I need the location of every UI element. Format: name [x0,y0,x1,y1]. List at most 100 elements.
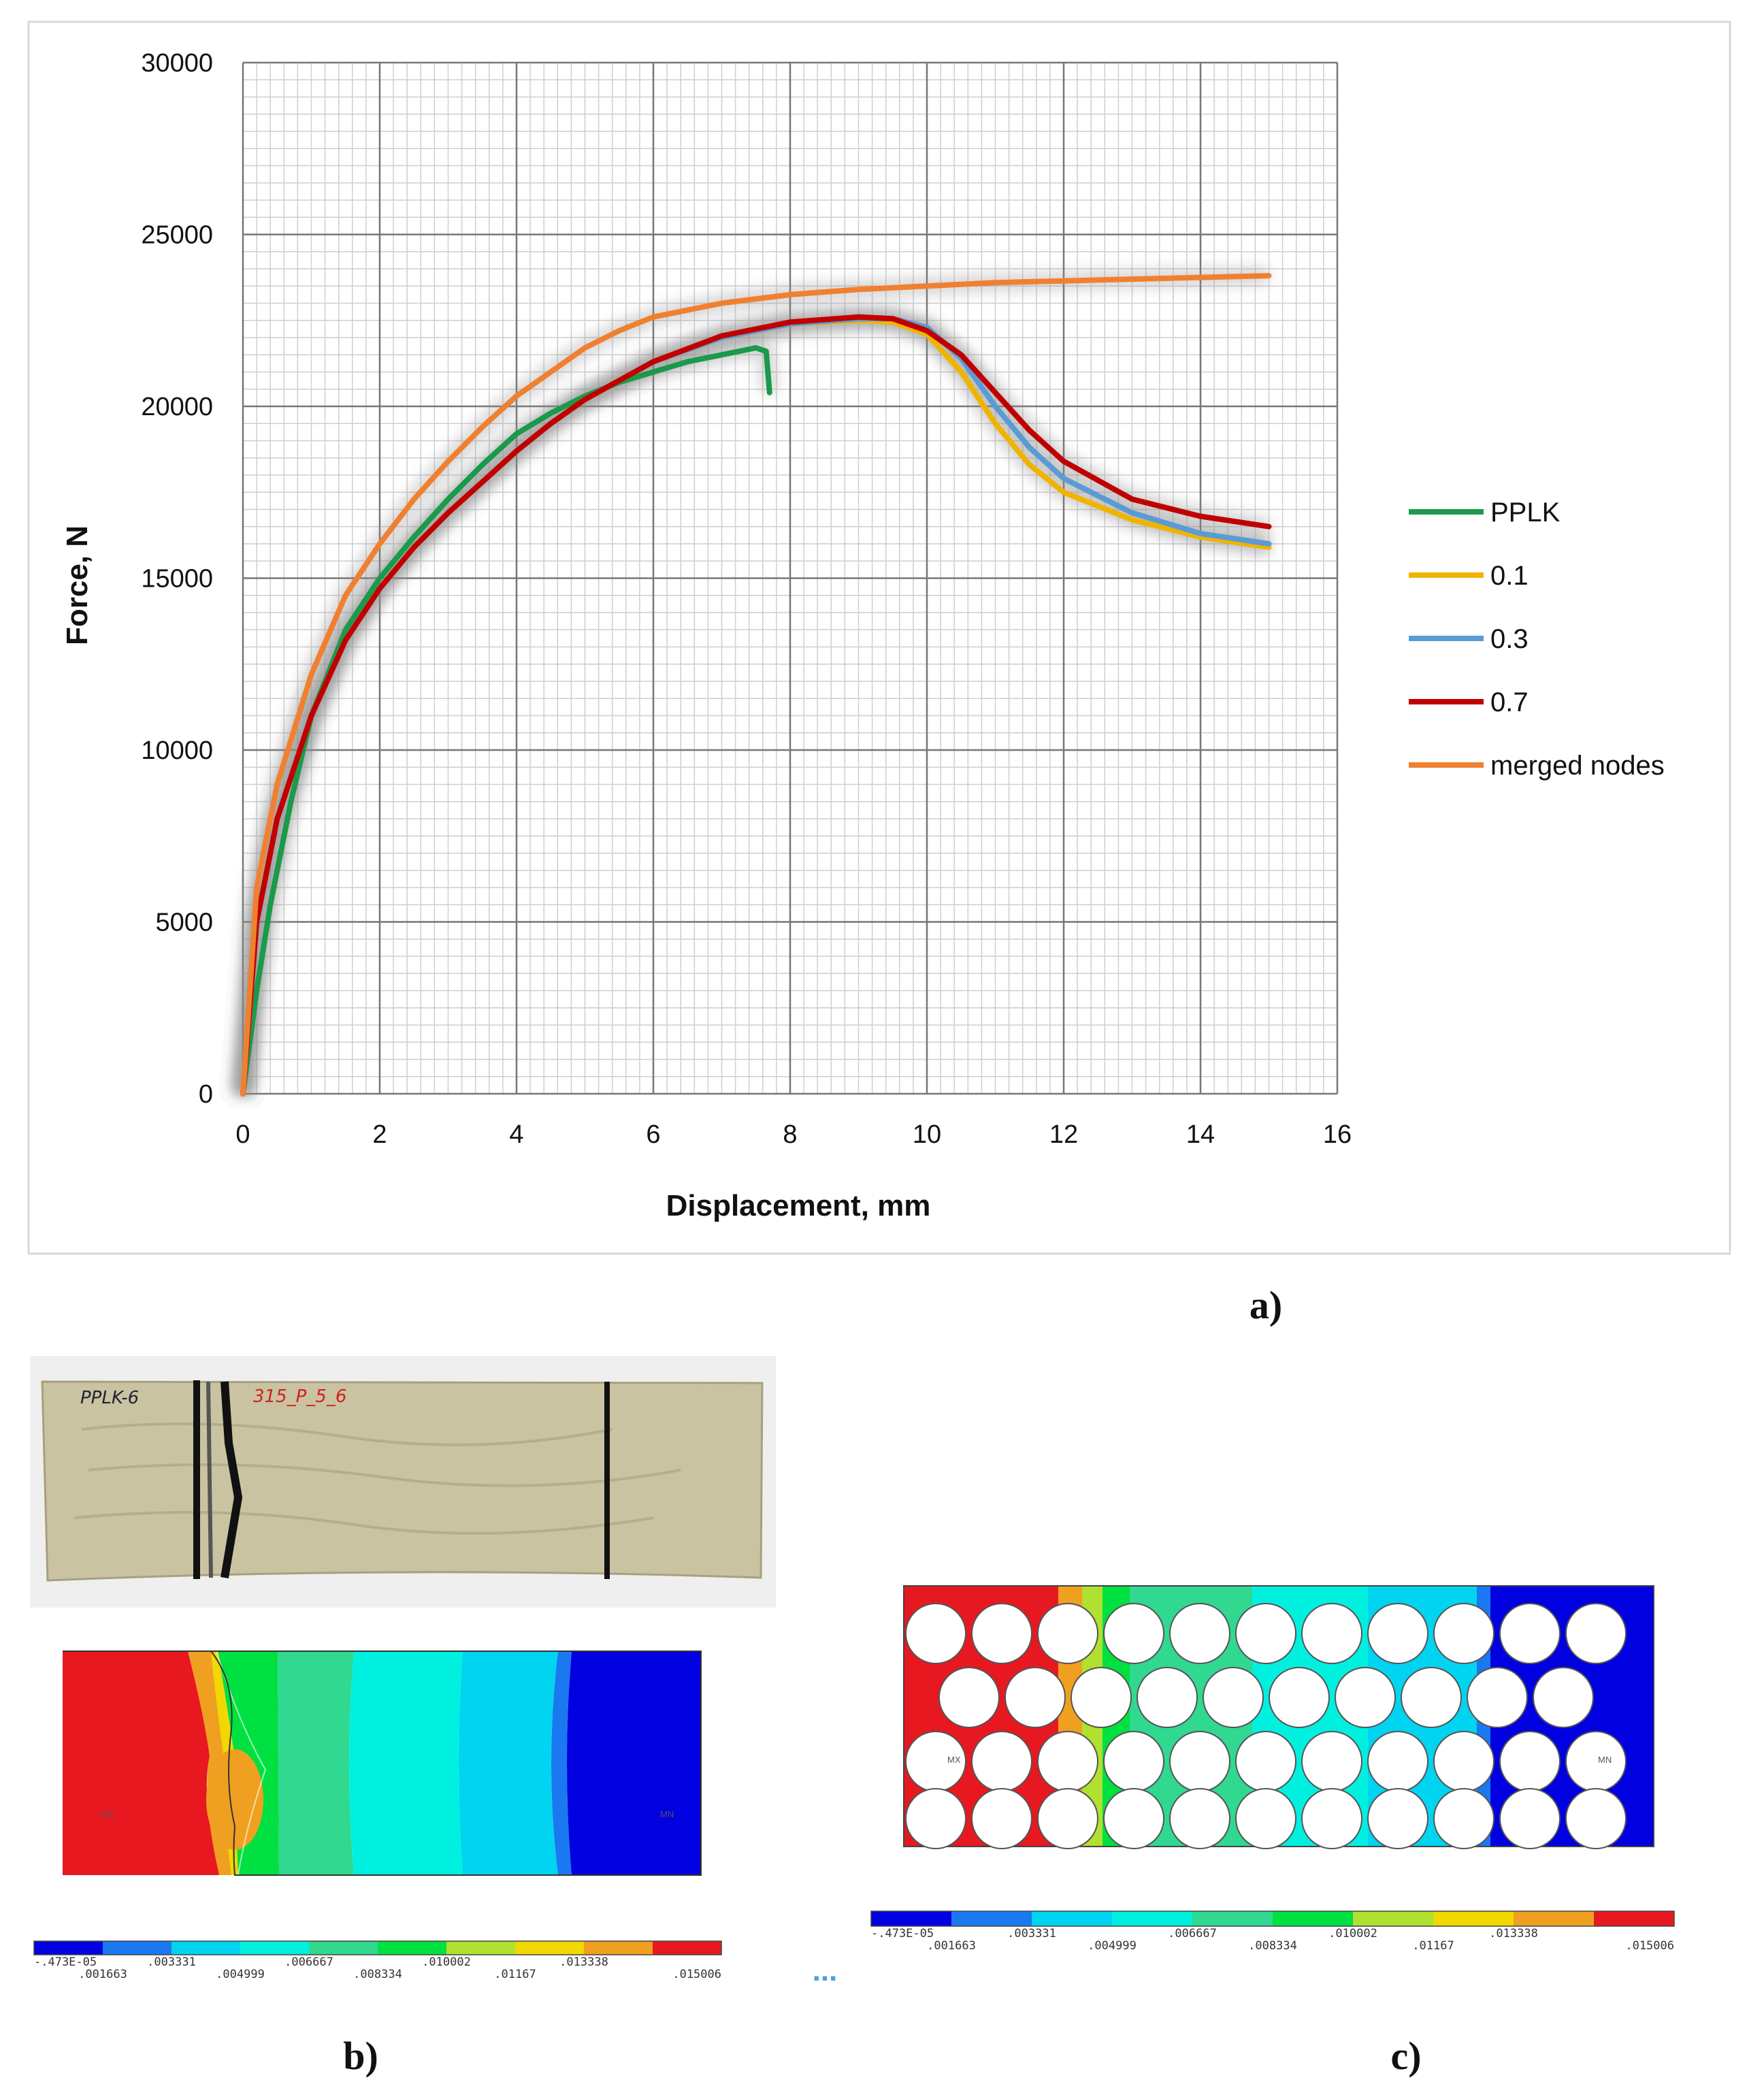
x-tick-label: 8 [783,1120,797,1149]
y-tick-label: 25000 [141,221,213,250]
colorbar-label: .015006 [672,1968,721,1981]
colorbar-swatch [103,1941,172,1955]
y-tick-label: 0 [199,1080,213,1109]
contour-plot-b: MX MN [63,1651,702,1876]
colorbar-swatch [584,1941,653,1955]
colorbar-c: -.473E-05 .003331 .006667 .010002 .013338 .00… [870,1911,1675,1953]
plate-hole [1103,1603,1164,1664]
colorbar-swatch [34,1941,103,1955]
colorbar-swatch [1353,1911,1434,1926]
colorbar-swatch [309,1941,378,1955]
colorbar-swatch [871,1911,952,1926]
colorbar-swatch [1514,1911,1595,1926]
colorbar-label: .008334 [353,1968,402,1981]
plate-hole [1301,1603,1362,1664]
x-tick-label: 6 [646,1120,660,1149]
colorbar-label: .015006 [1625,1939,1674,1953]
plate-hole [1367,1603,1428,1664]
plate-hole [1169,1731,1230,1792]
mn-label-b: MN [660,1809,674,1819]
plate-hole [1169,1788,1230,1849]
colorbar-swatch [240,1941,310,1955]
plate-hole [1103,1731,1164,1792]
contour-band [278,1651,354,1875]
legend-label-0-1: 0.1 [1490,561,1529,591]
plate-hole [938,1667,1000,1728]
plate-outline [903,1585,1654,1847]
mx-label-b: MX [101,1809,114,1819]
plate-hole [1467,1667,1528,1728]
panel-label-a: a) [1250,1283,1282,1327]
x-tick-label: 14 [1186,1120,1215,1149]
plate-hole [1499,1731,1561,1792]
colorbar-swatch [515,1941,585,1955]
colorbar-label: .003331 [147,1955,196,1969]
ellipsis-dots: ... [813,1954,838,1987]
plate-hole [1103,1788,1164,1849]
colorbar-label: .010002 [1328,1927,1377,1940]
specimen-photo: PPLK-6 315_P_5_6 [30,1356,776,1608]
colorbar-border [870,1911,1675,1927]
series-line-merged-nodes [240,273,1272,1096]
colorbar-label: -.473E-05 [871,1927,934,1940]
plate-hole [1235,1603,1296,1664]
colorbar-swatch [951,1911,1032,1926]
plate-hole [905,1788,966,1849]
x-axis-title: Displacement, mm [666,1189,931,1222]
y-tick-label: 20000 [141,393,213,421]
plate-hole [1533,1667,1594,1728]
colorbar-label: .01167 [1412,1939,1454,1953]
plate-hole [1367,1788,1428,1849]
colorbar-label: .006667 [1168,1927,1217,1940]
plate-hole [1401,1667,1462,1728]
x-tick-label: 2 [372,1120,387,1149]
contour-plot-c [903,1585,1654,1849]
colorbar-swatch [446,1941,516,1955]
y-tick-label: 30000 [141,49,213,78]
contour-band [459,1651,558,1875]
colorbar-label: .013338 [1489,1927,1538,1940]
plate-hole [1499,1788,1561,1849]
plate-hole [1433,1788,1494,1849]
legend-label-0-7: 0.7 [1490,687,1529,717]
y-tick-label: 15000 [141,565,213,594]
series-line-0-7 [240,314,1272,1096]
plate-hole [1235,1731,1296,1792]
photo-label-red: 315_P_5_6 [253,1386,346,1407]
colorbar-swatch [378,1941,447,1955]
y-tick-label: 10000 [141,736,213,765]
panel-label-b: b) [343,2034,378,2078]
plate-hole [1203,1667,1264,1728]
plate-hole [1037,1603,1098,1664]
force-displacement-chart: 0 5000 10000 15000 20000 25000 30000 0 2 4 6 8 10 12… [61,49,1665,1222]
plate-hole [1301,1731,1362,1792]
plate-hole [1235,1788,1296,1849]
plate-hole [971,1731,1032,1792]
plate-hole [971,1788,1032,1849]
mn-label-c: MN [1598,1755,1612,1765]
plate-hole [1169,1603,1230,1664]
plate-hole [1071,1667,1132,1728]
contour-band [63,1651,219,1875]
plate-hole [905,1603,966,1664]
x-tick-label: 0 [235,1120,250,1149]
colorbar-label: .001663 [927,1939,976,1953]
colorbar-label: .01167 [494,1968,536,1981]
contour-band [349,1651,463,1875]
mx-label-c: MX [947,1755,961,1765]
colorbar-label: .003331 [1007,1927,1056,1940]
plate-hole [1335,1667,1396,1728]
legend-label-merged-nodes: merged nodes [1490,751,1665,781]
y-axis-title: Force, N [61,525,94,645]
plate-hole [1433,1603,1494,1664]
plate-hole [1037,1788,1098,1849]
contour-band [567,1651,701,1875]
colorbar-swatch [1192,1911,1273,1926]
x-tick-label: 16 [1323,1120,1352,1149]
colorbar-swatch [1433,1911,1514,1926]
x-tick-label: 4 [509,1120,523,1149]
colorbar-swatch [1273,1911,1354,1926]
colorbar-label: .001663 [78,1968,127,1981]
legend-label-pplk: PPLK [1490,498,1561,527]
